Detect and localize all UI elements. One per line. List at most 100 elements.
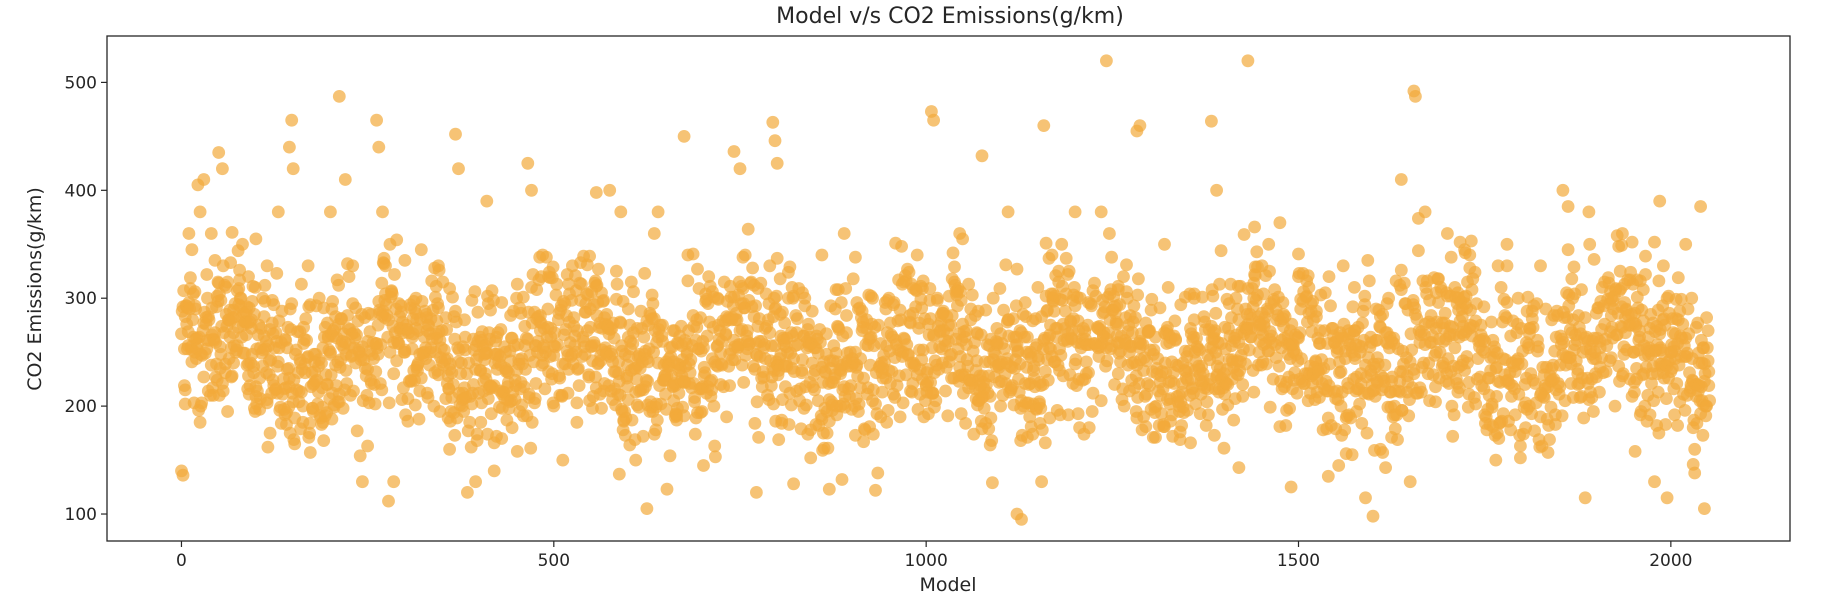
data-point: [626, 337, 640, 350]
data-point: [1273, 216, 1287, 230]
data-point: [301, 259, 315, 273]
data-point: [597, 294, 611, 307]
data-point: [900, 338, 914, 351]
data-point: [1006, 312, 1020, 326]
data-point: [387, 475, 401, 489]
data-point: [1217, 441, 1231, 455]
data-point: [303, 446, 317, 459]
data-point: [1463, 248, 1477, 262]
chart-title: Model v/s CO2 Emissions(g/km): [776, 4, 1124, 29]
data-point: [446, 290, 459, 304]
data-point: [1061, 335, 1075, 348]
data-point: [346, 259, 360, 273]
data-point: [1283, 401, 1296, 415]
data-point: [283, 140, 296, 154]
data-point: [1348, 281, 1361, 294]
data-point: [1553, 380, 1567, 394]
data-point: [603, 183, 617, 197]
data-point: [528, 392, 542, 405]
data-point: [342, 270, 356, 283]
data-point: [1336, 259, 1350, 273]
data-point: [188, 345, 202, 359]
data-point: [1578, 311, 1592, 324]
data-point: [1356, 316, 1369, 330]
data-point: [1494, 281, 1508, 294]
y-tick-label: 300: [65, 289, 97, 309]
data-point: [184, 271, 197, 285]
data-point: [214, 294, 228, 307]
data-point: [1322, 270, 1336, 283]
data-point: [1284, 480, 1298, 494]
data-point: [193, 415, 207, 429]
data-point: [782, 418, 796, 431]
data-point: [708, 439, 722, 453]
data-point: [944, 318, 958, 332]
data-point: [691, 262, 704, 276]
data-point: [1015, 513, 1028, 526]
data-point: [1469, 397, 1483, 411]
data-point: [1678, 404, 1692, 417]
data-point: [408, 398, 422, 412]
data-point: [1446, 429, 1460, 443]
data-point: [1698, 502, 1711, 515]
data-point: [457, 405, 471, 418]
data-point: [880, 415, 894, 429]
data-point: [1639, 249, 1652, 263]
data-point: [485, 284, 499, 298]
data-point: [505, 421, 519, 435]
data-point: [1571, 378, 1585, 391]
data-point: [1208, 324, 1222, 337]
data-point: [871, 466, 885, 480]
data-point: [1528, 377, 1542, 390]
data-point: [834, 296, 848, 309]
data-point: [837, 227, 851, 240]
data-point: [448, 428, 462, 442]
data-point: [1292, 270, 1305, 283]
data-point: [1257, 287, 1270, 301]
data-point: [1139, 420, 1153, 433]
data-point: [954, 407, 968, 421]
data-point: [821, 441, 835, 455]
data-point: [470, 434, 484, 447]
data-point: [1587, 405, 1600, 418]
data-point: [1464, 234, 1478, 248]
data-point: [332, 90, 346, 103]
data-point: [1117, 399, 1131, 413]
data-point: [519, 363, 532, 376]
data-point: [248, 281, 262, 294]
data-point: [1290, 386, 1304, 400]
data-point: [432, 301, 445, 315]
data-point: [1262, 237, 1276, 251]
data-point: [536, 248, 549, 262]
data-point: [1703, 394, 1716, 408]
data-point: [1131, 288, 1145, 302]
data-point: [261, 440, 275, 454]
data-point: [1491, 259, 1505, 273]
data-point: [948, 260, 961, 274]
data-point: [1694, 200, 1707, 213]
data-point: [286, 162, 300, 176]
data-point: [1531, 340, 1545, 354]
data-point: [1374, 442, 1387, 456]
data-point: [999, 258, 1013, 272]
data-point: [899, 368, 913, 382]
data-point: [872, 318, 885, 332]
data-point: [1565, 272, 1579, 286]
data-point: [663, 449, 677, 463]
data-point: [432, 259, 445, 273]
data-point: [1578, 491, 1592, 505]
data-point: [683, 366, 697, 380]
data-point: [778, 316, 792, 330]
data-point: [458, 343, 472, 357]
x-tick-label: 0: [176, 551, 187, 571]
data-point: [414, 243, 428, 257]
data-point: [1653, 194, 1667, 208]
data-point: [221, 275, 235, 289]
data-point: [1229, 291, 1243, 305]
data-point: [1429, 395, 1442, 409]
data-point: [782, 291, 795, 305]
data-point: [735, 358, 749, 372]
data-point: [589, 370, 602, 384]
data-point: [1490, 390, 1503, 403]
